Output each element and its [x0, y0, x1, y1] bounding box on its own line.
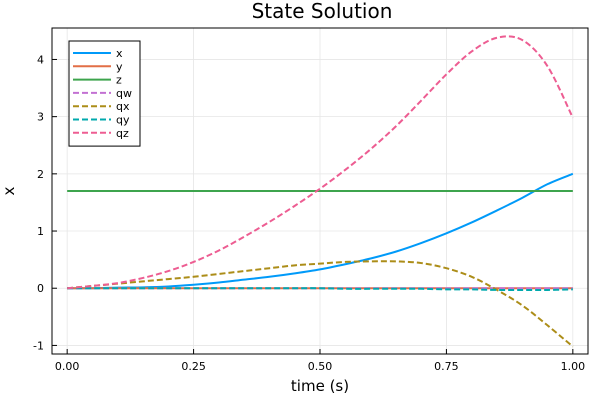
series-lines	[67, 35, 574, 348]
x-tick-label: 0.75	[434, 360, 459, 373]
y-axis-label: x	[0, 186, 18, 195]
x-axis-label: time (s)	[291, 377, 349, 395]
y-tick-label: -1	[33, 339, 44, 352]
legend-label-x: x	[116, 47, 123, 60]
legend-label-qz: qz	[116, 127, 129, 140]
legend-label-qx: qx	[116, 100, 130, 113]
y-tick-label: 3	[37, 111, 44, 124]
x-tick-label: 1.00	[561, 360, 586, 373]
y-tick-label: 0	[37, 282, 44, 295]
legend-label-qw: qw	[116, 87, 132, 100]
axis-ticks: 0.00 0.25 0.50 0.75 1.00 -1 0 1 2 3 4	[33, 53, 585, 373]
legend-label-y: y	[116, 60, 123, 73]
chart-title: State Solution	[252, 0, 393, 23]
x-tick-label: 0.00	[55, 360, 80, 373]
legend-label-z: z	[116, 74, 122, 87]
series-line-qx	[67, 260, 574, 348]
y-tick-label: 4	[37, 53, 44, 66]
series-line-x	[67, 172, 574, 290]
y-tick-label: 2	[37, 168, 44, 181]
x-tick-label: 0.50	[308, 360, 333, 373]
y-tick-label: 1	[37, 225, 44, 238]
x-tick-label: 0.25	[181, 360, 206, 373]
series-line-qz	[67, 35, 574, 290]
legend-label-qy: qy	[116, 114, 130, 127]
series-line-qy	[67, 287, 573, 291]
